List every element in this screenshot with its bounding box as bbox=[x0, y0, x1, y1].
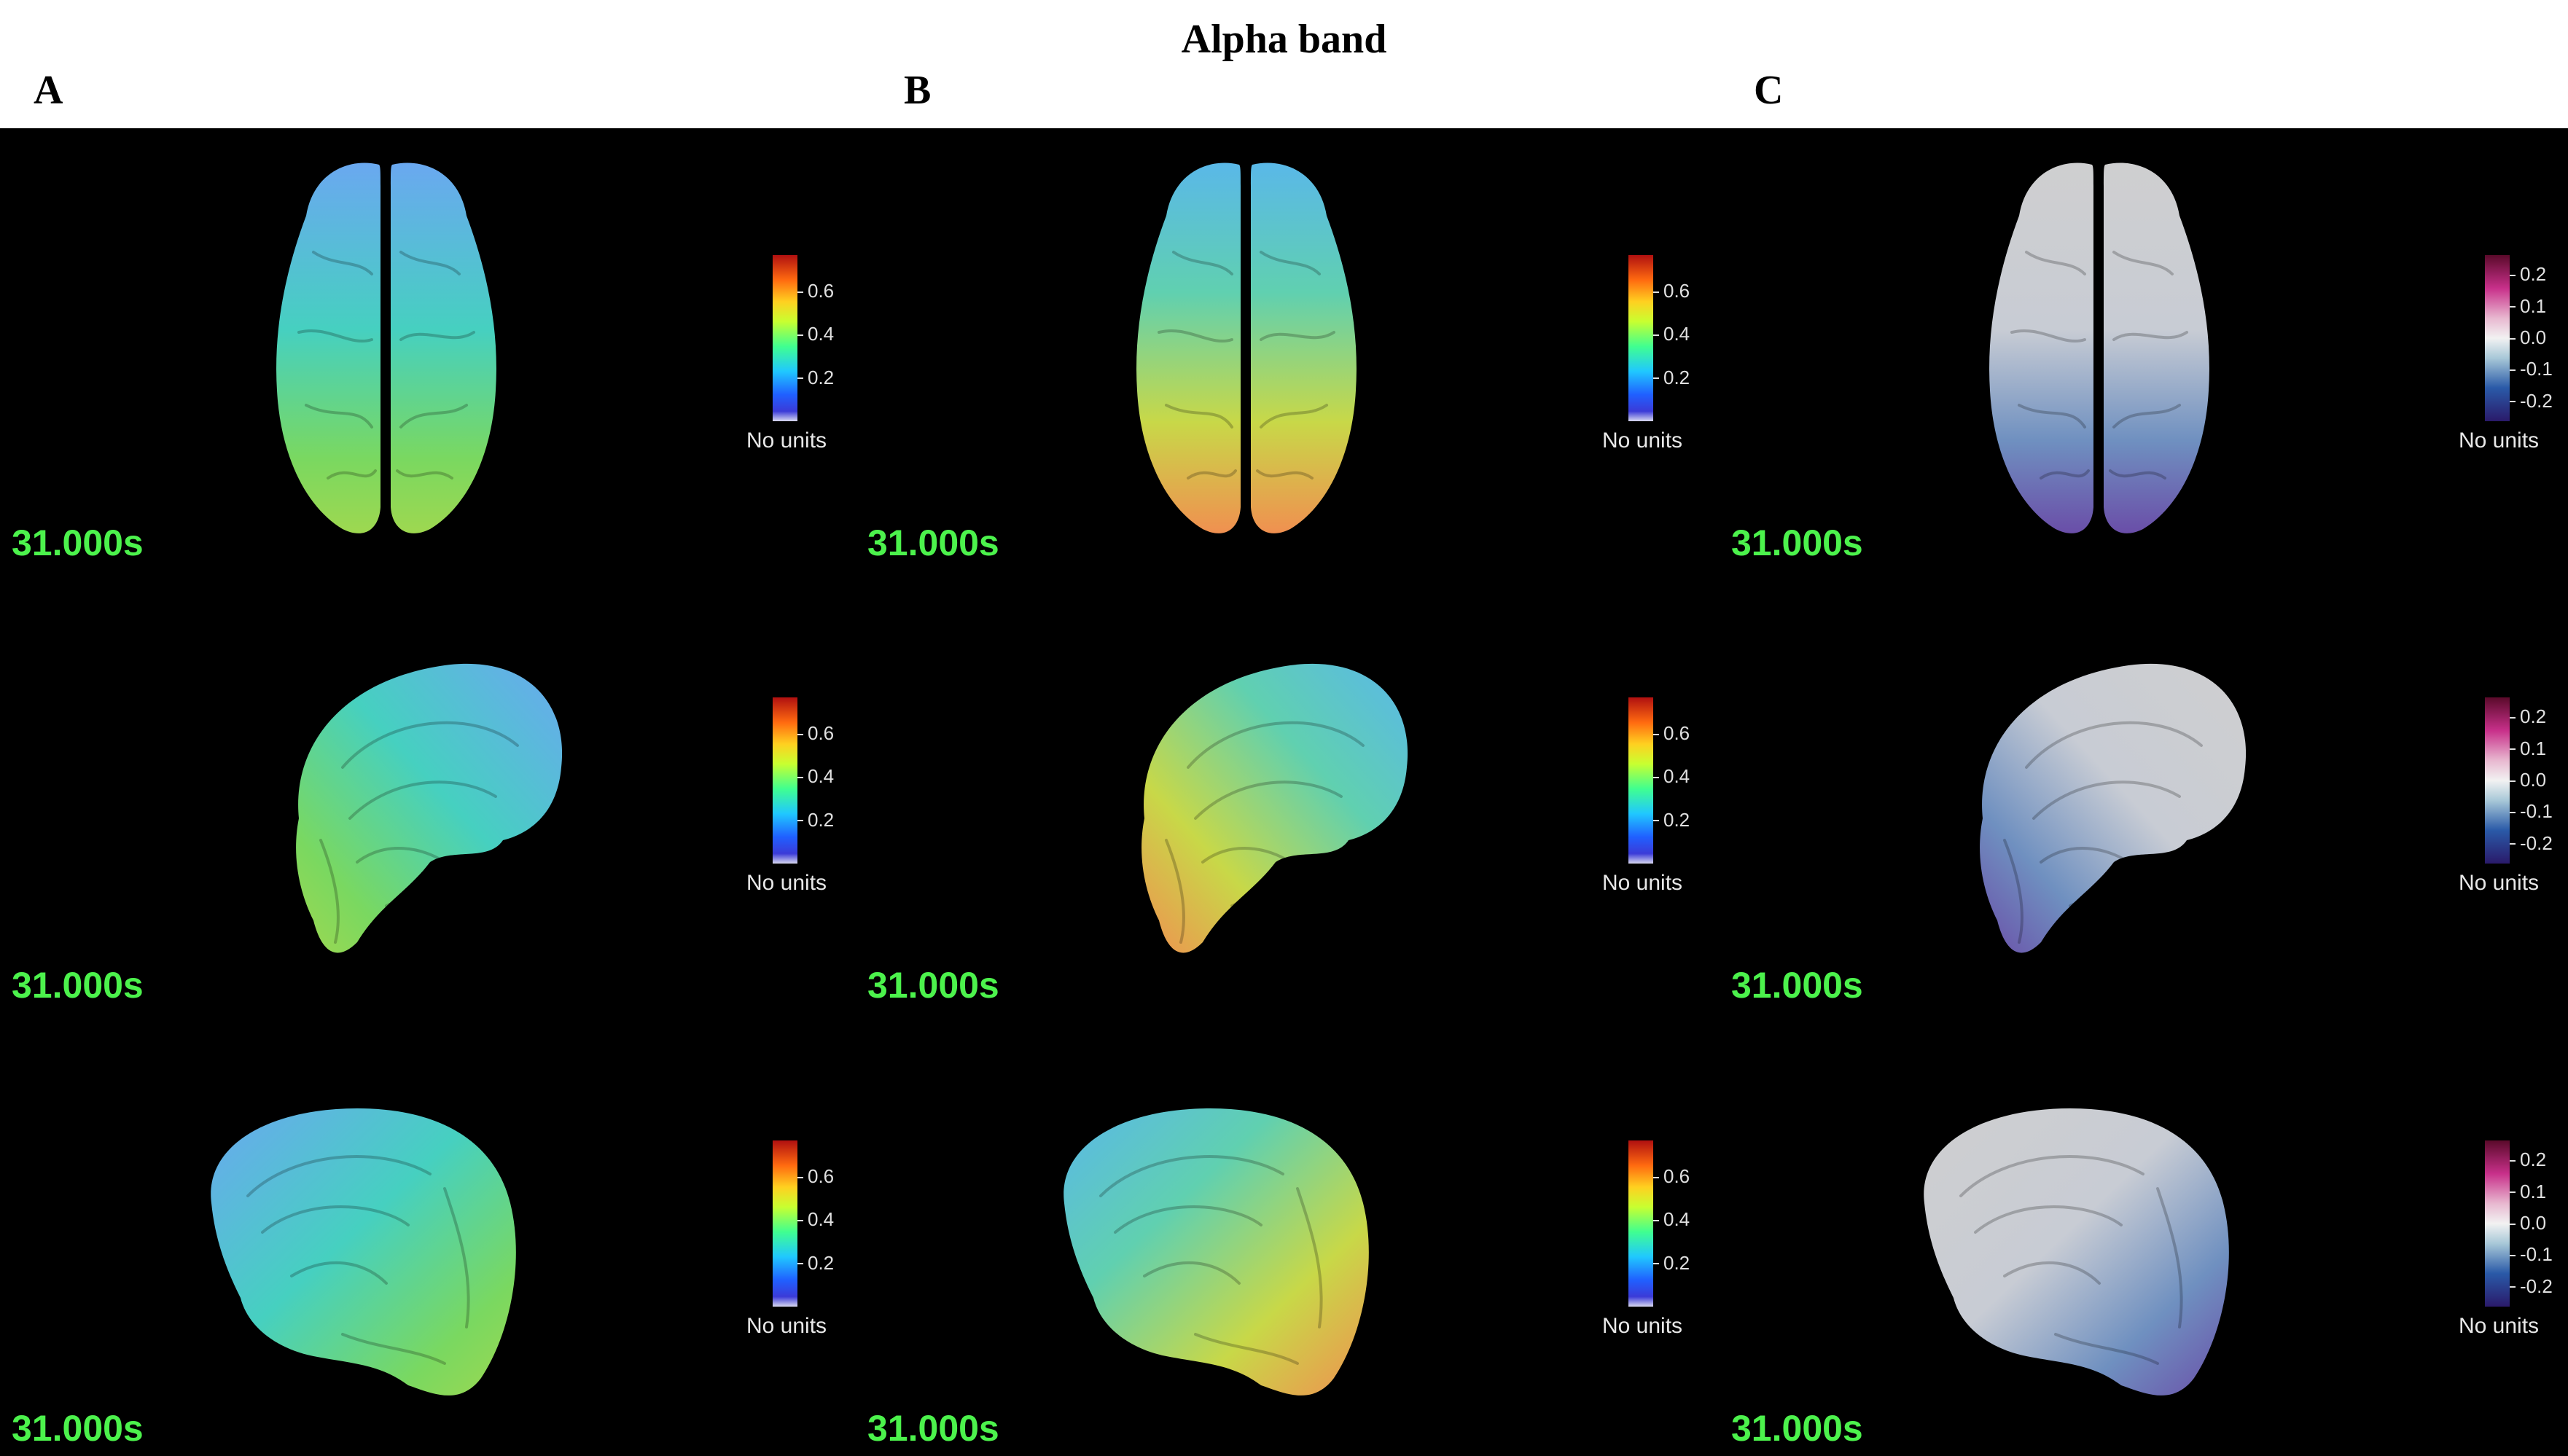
colorbar-tick-label: 0.4 bbox=[797, 765, 835, 788]
colorbar-tick-label: 0.2 bbox=[797, 366, 835, 388]
colorbar-tick-label: 0.4 bbox=[1652, 765, 1690, 788]
time-label: 31.000s bbox=[12, 1408, 144, 1449]
time-label: 31.000s bbox=[1731, 1408, 1863, 1449]
colorbar-tick-label: 0.4 bbox=[1652, 1208, 1690, 1231]
colorbar bbox=[2485, 1140, 2510, 1307]
brain-top-b bbox=[1057, 143, 1436, 555]
colorbar-tick-label: 0.2 bbox=[797, 808, 835, 831]
colorbar-tick-label: 0.2 bbox=[2509, 263, 2547, 286]
colorbar-tick-label: -0.2 bbox=[2510, 831, 2553, 854]
brain-medial-left-a bbox=[211, 600, 590, 1011]
column-label-c: C bbox=[1754, 68, 1784, 113]
time-label: 31.000s bbox=[867, 965, 999, 1006]
brain-map-grid: 31.000s 0.6 0.4 0.2 No units 31.000s 0.6 0.4 0.2… bbox=[0, 128, 2568, 1456]
colorbar bbox=[773, 1140, 797, 1307]
colorbar-tick-label: 0.6 bbox=[797, 280, 835, 302]
units-label: No units bbox=[746, 1314, 827, 1338]
colorbar-tick-label: 0.6 bbox=[797, 1165, 835, 1188]
time-label: 31.000s bbox=[12, 965, 144, 1006]
colorbar bbox=[773, 255, 797, 421]
colorbar-tick-label: 0.2 bbox=[1652, 1251, 1690, 1274]
units-label: No units bbox=[1602, 1314, 1683, 1338]
time-label: 31.000s bbox=[1731, 522, 1863, 563]
time-label: 31.000s bbox=[867, 522, 999, 563]
time-label: 31.000s bbox=[867, 1408, 999, 1449]
colorbar-tick-label: 0.6 bbox=[797, 722, 835, 745]
colorbar-tick-label: -0.2 bbox=[2510, 1275, 2553, 1297]
colorbar-tick-label: 0.0 bbox=[2509, 769, 2547, 791]
colorbar-tick-label: 0.6 bbox=[1652, 1165, 1690, 1188]
colorbar bbox=[1628, 1140, 1653, 1307]
colorbar-tick-label: -0.1 bbox=[2510, 800, 2553, 823]
column-label-a: A bbox=[34, 68, 63, 113]
units-label: No units bbox=[746, 428, 827, 453]
colorbar-tick-label: 0.1 bbox=[2509, 1180, 2547, 1202]
colorbar bbox=[2485, 697, 2510, 864]
brain-top-a bbox=[197, 143, 576, 555]
colorbar-tick-label: 0.0 bbox=[2509, 326, 2547, 348]
brain-medial-right-a bbox=[168, 1043, 547, 1455]
colorbar-tick-label: 0.2 bbox=[2509, 1148, 2547, 1171]
units-label: No units bbox=[746, 871, 827, 895]
colorbar bbox=[1628, 255, 1653, 421]
colorbar-tick-label: 0.2 bbox=[2509, 705, 2547, 728]
colorbar-tick-label: -0.2 bbox=[2510, 389, 2553, 412]
figure-title: Alpha band bbox=[1181, 17, 1387, 62]
colorbar-tick-label: -0.1 bbox=[2510, 1243, 2553, 1266]
colorbar-tick-label: 0.1 bbox=[2509, 294, 2547, 317]
units-label: No units bbox=[1602, 871, 1683, 895]
colorbar-tick-label: 0.2 bbox=[797, 1251, 835, 1274]
units-label: No units bbox=[2459, 871, 2540, 895]
brain-medial-left-c bbox=[1895, 600, 2274, 1011]
column-label-b: B bbox=[904, 68, 932, 113]
colorbar-tick-label: 0.6 bbox=[1652, 280, 1690, 302]
colorbar bbox=[773, 697, 797, 864]
brain-top-c bbox=[1910, 143, 2289, 555]
colorbar-tick-label: -0.1 bbox=[2510, 358, 2553, 380]
colorbar-tick-label: 0.0 bbox=[2509, 1212, 2547, 1234]
units-label: No units bbox=[2459, 428, 2540, 453]
colorbar-tick-label: 0.4 bbox=[797, 323, 835, 345]
time-label: 31.000s bbox=[12, 522, 144, 563]
brain-medial-right-c bbox=[1881, 1043, 2260, 1455]
colorbar bbox=[2485, 255, 2510, 421]
colorbar bbox=[1628, 697, 1653, 864]
time-label: 31.000s bbox=[1731, 965, 1863, 1006]
brain-medial-left-b bbox=[1057, 600, 1436, 1011]
colorbar-tick-label: 0.4 bbox=[797, 1208, 835, 1231]
colorbar-tick-label: 0.4 bbox=[1652, 323, 1690, 345]
colorbar-tick-label: 0.2 bbox=[1652, 808, 1690, 831]
colorbar-tick-label: 0.6 bbox=[1652, 722, 1690, 745]
units-label: No units bbox=[1602, 428, 1683, 453]
colorbar-tick-label: 0.2 bbox=[1652, 366, 1690, 388]
units-label: No units bbox=[2459, 1314, 2540, 1338]
colorbar-tick-label: 0.1 bbox=[2509, 737, 2547, 759]
brain-medial-right-b bbox=[1020, 1043, 1400, 1455]
